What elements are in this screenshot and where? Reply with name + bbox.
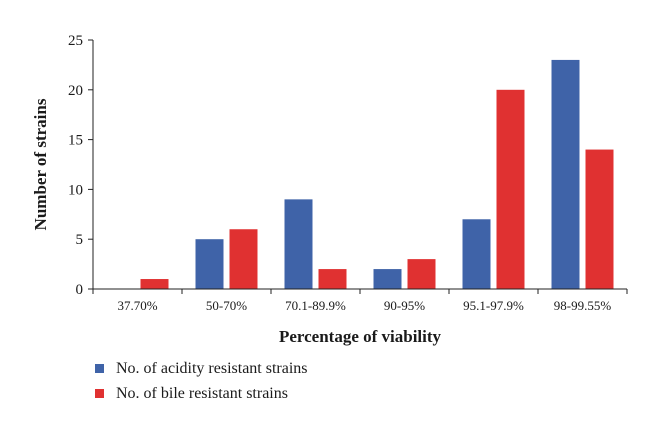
bar-bile-5 [585,149,614,289]
bar-bile-3 [407,259,436,289]
bar-bile-2 [318,269,347,289]
x-tick-label: 50-70% [206,298,247,313]
bar-bile-1 [229,229,258,289]
legend-label-bile: No. of bile resistant strains [116,385,288,402]
bar-acidity-3 [373,269,402,289]
bar-acidity-5 [551,59,580,289]
bar-acidity-2 [284,199,313,289]
bar-bile-0 [140,279,169,289]
bar-bile-4 [496,89,525,289]
x-axis-title: Percentage of viability [279,327,442,346]
bar-acidity-4 [462,219,491,289]
legend-swatch-acidity [95,364,104,373]
y-tick-label: 0 [76,282,84,298]
x-tick-label: 95.1-97.9% [463,298,524,313]
y-tick-label: 5 [76,232,84,248]
x-axis-ticks: 37.70% 50-70% 70.1-89.9% 90-95% 95.1-97.9% 98… [92,289,628,313]
y-tick-label: 25 [68,33,83,49]
y-tick-label: 15 [68,133,83,149]
x-tick-label: 70.1-89.9% [285,298,346,313]
legend: No. of acidity resistant strains No. of … [95,360,308,402]
legend-label-acidity: No. of acidity resistant strains [116,360,308,377]
bar-series [140,59,614,289]
y-axis-title: Number of strains [31,98,50,230]
y-tick-label: 20 [68,83,83,99]
bar-acidity-1 [195,239,224,289]
y-tick-label: 10 [68,182,83,198]
x-tick-label: 37.70% [117,298,157,313]
x-tick-label: 90-95% [384,298,425,313]
x-tick-label: 98-99.55% [554,298,612,313]
legend-swatch-bile [95,389,104,398]
y-axis-ticks: 0 5 10 15 20 25 [68,33,93,298]
